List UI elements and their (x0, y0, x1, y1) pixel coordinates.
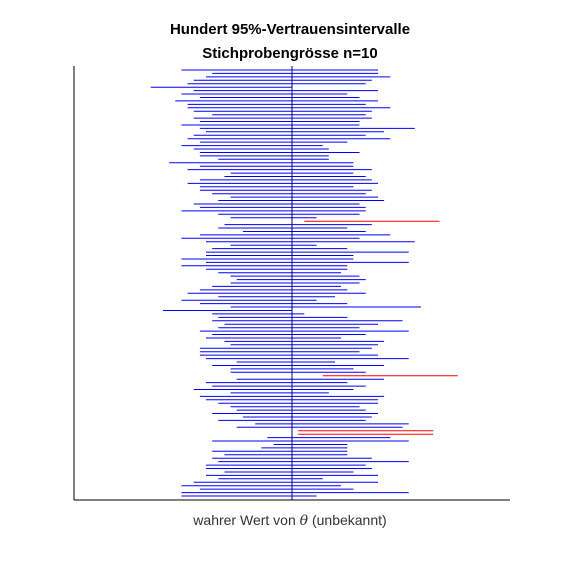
intervals (150, 69, 458, 497)
x-axis-label: wahrer Wert von θ (unbekannt) (192, 512, 386, 529)
chart-title-line1: Hundert 95%-Vertrauensintervalle (170, 21, 410, 38)
x-axis-label-suffix: (unbekannt) (308, 512, 387, 528)
x-axis-label-prefix: wahrer Wert von (192, 512, 299, 528)
chart-title-line2: Stichprobengrösse n=10 (202, 45, 377, 62)
x-axis-label-symbol: θ (300, 513, 309, 529)
